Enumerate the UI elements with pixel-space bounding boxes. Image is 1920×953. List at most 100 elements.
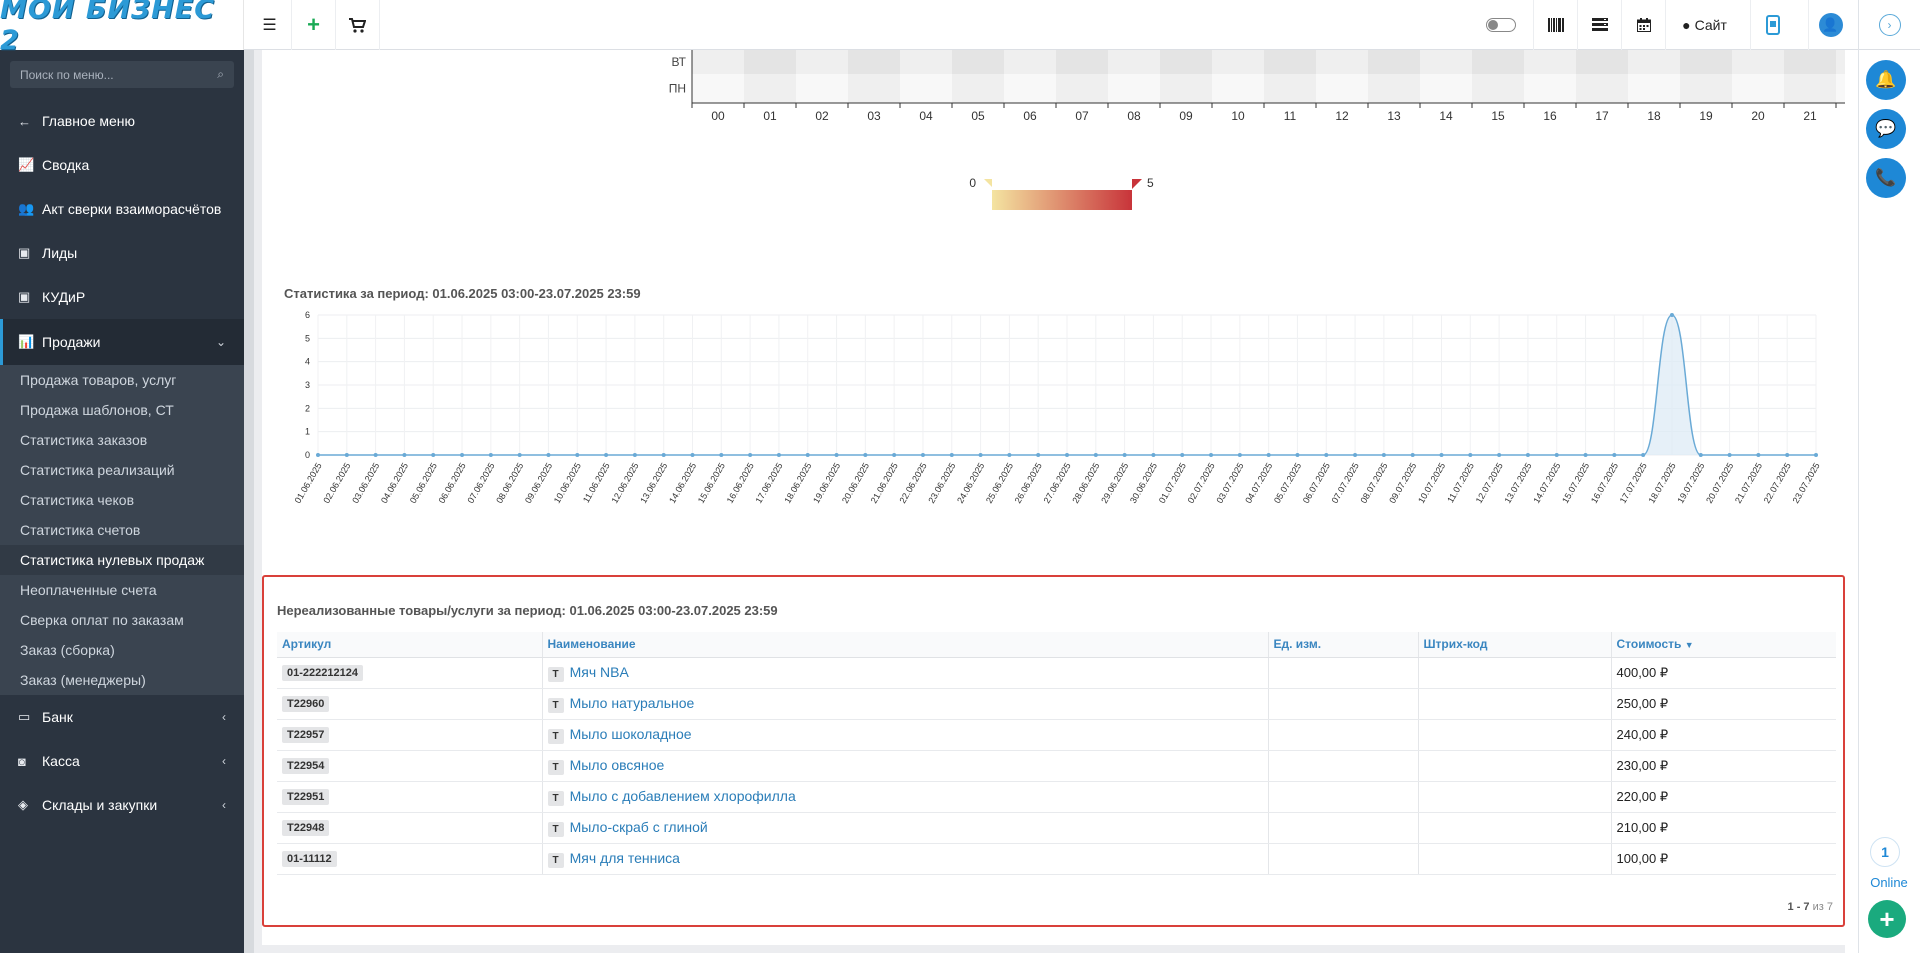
data-point[interactable]: [776, 453, 781, 457]
data-point[interactable]: [978, 453, 983, 457]
menu-toggle-button[interactable]: ☰: [248, 0, 292, 50]
sidebar-item-main-menu[interactable]: ← Главное меню: [0, 99, 244, 143]
quick-add-button[interactable]: +: [1868, 900, 1906, 938]
column-header-unit[interactable]: Ед. изм.: [1268, 632, 1419, 658]
data-point[interactable]: [748, 453, 753, 457]
calendar-button[interactable]: [1621, 0, 1665, 50]
sidebar-item-kudir[interactable]: ▣ КУДиР: [0, 275, 244, 319]
data-point[interactable]: [805, 453, 810, 457]
data-point[interactable]: [1180, 453, 1185, 457]
chat-button[interactable]: 💬: [1866, 109, 1906, 149]
data-point[interactable]: [863, 453, 868, 457]
sidebar-item-cash[interactable]: ◙ Касса ‹: [0, 739, 244, 783]
data-point[interactable]: [1324, 453, 1329, 457]
data-point[interactable]: [460, 453, 465, 457]
sidebar-item-warehouse[interactable]: ◈ Склады и закупки ‹: [0, 783, 244, 827]
submenu-item[interactable]: Статистика реализаций: [20, 462, 175, 478]
site-link[interactable]: ● Сайт: [1665, 0, 1743, 50]
data-point[interactable]: [1583, 453, 1588, 457]
product-link[interactable]: Мяч NBA: [569, 663, 629, 680]
submenu-item[interactable]: Статистика счетов: [20, 522, 141, 538]
submenu-item[interactable]: Неоплаченные счета: [20, 582, 157, 598]
submenu-item[interactable]: Статистика заказов: [20, 432, 148, 448]
legend-min-handle[interactable]: [984, 179, 992, 187]
data-point[interactable]: [690, 453, 695, 457]
column-header-sku[interactable]: Артикул: [277, 632, 543, 658]
data-point[interactable]: [1554, 453, 1559, 457]
data-point[interactable]: [834, 453, 839, 457]
theme-toggle[interactable]: [1475, 0, 1527, 50]
column-header-name[interactable]: Наименование: [542, 632, 1269, 658]
cart-button[interactable]: [336, 0, 380, 50]
data-point[interactable]: [1669, 313, 1674, 317]
data-point[interactable]: [575, 453, 580, 457]
data-point[interactable]: [1468, 453, 1473, 457]
product-link[interactable]: Мыло овсяное: [569, 756, 665, 773]
data-point[interactable]: [949, 453, 954, 457]
submenu-item[interactable]: Продажа шаблонов, СТ: [20, 402, 174, 418]
data-point[interactable]: [1525, 453, 1530, 457]
content-scrollbar[interactable]: [1845, 50, 1858, 953]
sidebar-item-bank[interactable]: ▭ Банк ‹: [0, 695, 244, 739]
product-link[interactable]: Мыло шоколадное: [569, 725, 692, 742]
data-point[interactable]: [517, 453, 522, 457]
add-button[interactable]: +: [292, 0, 336, 50]
data-point[interactable]: [1785, 453, 1790, 457]
submenu-item[interactable]: Сверка оплат по заказам: [20, 612, 184, 628]
mobile-app-button[interactable]: [1750, 0, 1794, 50]
data-point[interactable]: [1439, 453, 1444, 457]
logo[interactable]: МОЙ БИЗНЕС 2: [0, 0, 244, 56]
toggle-switch[interactable]: [1486, 18, 1516, 32]
data-point[interactable]: [402, 453, 407, 457]
call-button[interactable]: 📞: [1866, 158, 1906, 198]
data-point[interactable]: [1410, 453, 1415, 457]
submenu-item-active[interactable]: Статистика нулевых продаж: [0, 545, 244, 575]
data-point[interactable]: [431, 453, 436, 457]
product-link[interactable]: Мыло с добавлением хлорофилла: [569, 787, 796, 804]
data-point[interactable]: [1151, 453, 1156, 457]
sidebar-item-summary[interactable]: 📈 Сводка: [0, 143, 244, 187]
data-point[interactable]: [1381, 453, 1386, 457]
data-point[interactable]: [632, 453, 637, 457]
data-point[interactable]: [1209, 453, 1214, 457]
data-point[interactable]: [1093, 453, 1098, 457]
notifications-button[interactable]: 🔔: [1866, 60, 1906, 100]
submenu-item[interactable]: Заказ (менеджеры): [20, 672, 146, 688]
data-point[interactable]: [316, 453, 320, 457]
column-header-barcode[interactable]: Штрих-код: [1418, 632, 1612, 658]
product-link[interactable]: Мяч для тенниса: [569, 849, 680, 866]
column-header-price[interactable]: Стоимость ▼: [1611, 632, 1836, 658]
product-link[interactable]: Мыло натуральное: [569, 694, 695, 711]
data-point[interactable]: [920, 453, 925, 457]
data-point[interactable]: [1266, 453, 1271, 457]
sidebar-item-sales[interactable]: 📊 Продажи ⌄: [0, 319, 244, 365]
data-point[interactable]: [1814, 453, 1818, 457]
list-button[interactable]: [1577, 0, 1621, 50]
data-point[interactable]: [1122, 453, 1127, 457]
product-link[interactable]: Мыло-скраб с глиной: [569, 818, 708, 835]
data-point[interactable]: [344, 453, 349, 457]
online-count[interactable]: 1: [1870, 837, 1900, 867]
data-point[interactable]: [1497, 453, 1502, 457]
menu-search-input[interactable]: Поиск по меню... ⌕: [10, 61, 234, 88]
submenu-item[interactable]: Статистика чеков: [20, 492, 135, 508]
data-point[interactable]: [892, 453, 897, 457]
collapse-panel-button[interactable]: ›: [1858, 0, 1920, 50]
data-point[interactable]: [1612, 453, 1617, 457]
user-menu[interactable]: 👤: [1808, 0, 1852, 50]
submenu-item[interactable]: Заказ (сборка): [20, 642, 115, 658]
data-point[interactable]: [1756, 453, 1761, 457]
data-point[interactable]: [1698, 453, 1703, 457]
data-point[interactable]: [604, 453, 609, 457]
legend-max-handle[interactable]: [1132, 179, 1142, 189]
data-point[interactable]: [488, 453, 493, 457]
data-point[interactable]: [1641, 453, 1646, 457]
data-point[interactable]: [1353, 453, 1358, 457]
data-point[interactable]: [373, 453, 378, 457]
submenu-item[interactable]: Продажа товаров, услуг: [20, 372, 177, 388]
data-point[interactable]: [1065, 453, 1069, 457]
data-point[interactable]: [1007, 453, 1012, 457]
data-point[interactable]: [1036, 453, 1041, 457]
sidebar-item-leads[interactable]: ▣ Лиды: [0, 231, 244, 275]
sidebar-item-reconciliation[interactable]: 👥 Акт сверки взаиморасчётов: [0, 187, 244, 231]
